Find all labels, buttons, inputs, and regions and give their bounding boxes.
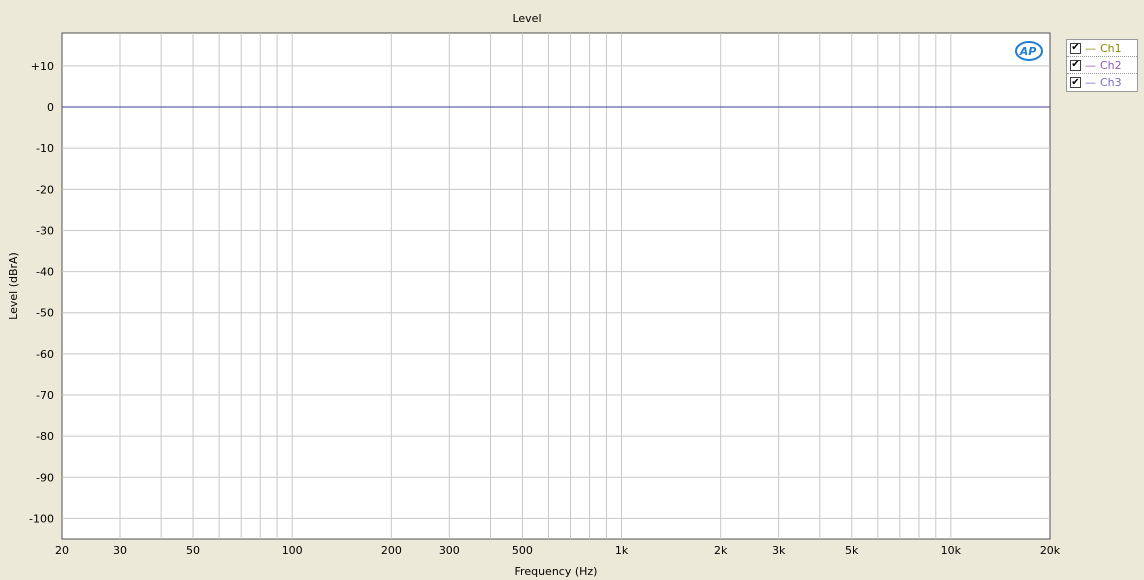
x-tick-label: 5k [845,544,859,557]
y-tick-label: -80 [36,430,54,443]
x-tick-label: 2k [714,544,728,557]
legend-line-ch1: — [1085,41,1096,55]
legend-item-ch3[interactable]: ✔ — Ch3 [1067,74,1137,91]
y-tick-label: -40 [36,266,54,279]
y-tick-label: -100 [29,512,54,525]
x-tick-label: 20 [55,544,69,557]
y-tick-label: -70 [36,389,54,402]
x-tick-label: 300 [439,544,460,557]
checkbox-ch2[interactable]: ✔ [1070,59,1081,71]
ap-logo-icon: AP [1015,41,1043,61]
svg-text:AP: AP [1019,45,1037,58]
y-tick-labels: +10 0 -10 -20 -30 -40 -50 -60 -70 -80 -90 -100 [29,60,54,526]
legend-line-ch3: — [1085,76,1096,89]
y-tick-label: -50 [36,307,54,320]
x-tick-label: 20k [1040,544,1061,557]
legend-label-ch2: Ch2 [1100,58,1122,72]
legend-item-ch2[interactable]: ✔ — Ch2 [1067,57,1137,74]
x-tick-label: 100 [282,544,303,557]
legend: ✔ — Ch1 ✔ — Ch2 ✔ — Ch3 [1066,39,1138,92]
chart-title: Level [512,12,541,25]
legend-item-ch1[interactable]: ✔ — Ch1 [1067,40,1137,57]
y-tick-label: 0 [47,101,54,114]
checkbox-ch3[interactable]: ✔ [1070,76,1081,88]
y-tick-label: -90 [36,471,54,484]
x-axis-label: Frequency (Hz) [515,565,598,578]
legend-label-ch1: Ch1 [1100,41,1122,55]
x-tick-label: 500 [512,544,533,557]
legend-line-ch2: — [1085,58,1096,72]
x-tick-label: 50 [186,544,200,557]
x-tick-label: 30 [113,544,127,557]
y-tick-label: -30 [36,224,54,237]
x-tick-label: 200 [381,544,402,557]
legend-label-ch3: Ch3 [1100,76,1122,89]
y-axis-label: Level (dBrA) [7,252,20,320]
x-tick-label: 3k [772,544,786,557]
plot-area [61,32,1051,540]
checkbox-ch1[interactable]: ✔ [1070,42,1081,54]
grid [62,33,1050,539]
y-tick-label: -10 [36,142,54,155]
x-tick-label: 1k [615,544,629,557]
x-tick-labels: 20 30 50 100 200 300 500 1k 2k 3k 5k 10k 20k [55,544,1061,557]
y-tick-label: -60 [36,348,54,361]
y-tick-label: -20 [36,183,54,196]
x-tick-label: 10k [941,544,962,557]
y-tick-label: +10 [31,60,54,73]
